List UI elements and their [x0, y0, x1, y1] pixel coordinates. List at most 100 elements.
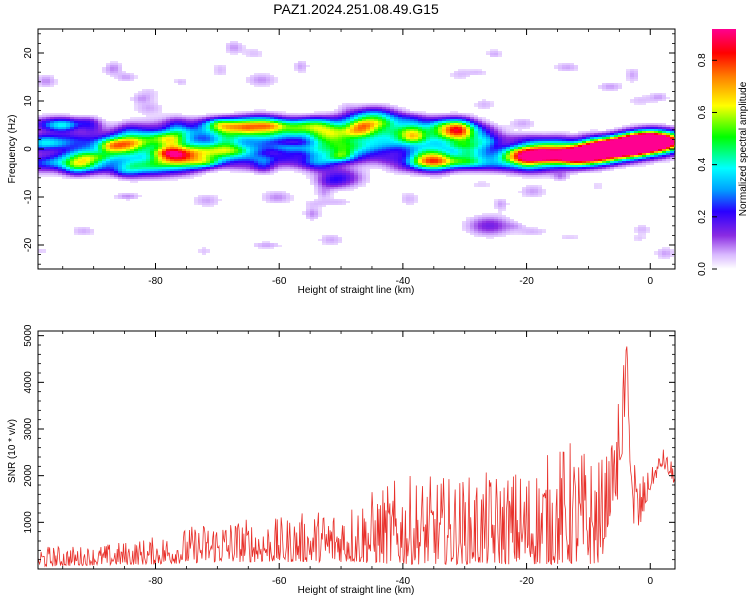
- heatmap-cell: [490, 55, 494, 57]
- heatmap-cell: [518, 147, 522, 149]
- heatmap-cell: [278, 127, 282, 129]
- heatmap-cell: [98, 159, 102, 161]
- heatmap-cell: [118, 63, 122, 65]
- heatmap-cell: [638, 129, 642, 131]
- heatmap-cell: [158, 151, 162, 153]
- heatmap-cell: [234, 125, 238, 127]
- heatmap-cell: [578, 149, 582, 151]
- heatmap-cell: [334, 171, 338, 173]
- heatmap-cell: [318, 147, 322, 149]
- heatmap-cell: [246, 141, 250, 143]
- heatmap-cell: [582, 131, 586, 133]
- heatmap-cell: [218, 115, 222, 117]
- heatmap-cell: [586, 135, 590, 137]
- heatmap-cell: [150, 121, 154, 123]
- heatmap-cell: [46, 141, 50, 143]
- heatmap-cell: [138, 161, 142, 163]
- heatmap-cell: [426, 155, 430, 157]
- heatmap-cell: [66, 165, 70, 167]
- heatmap-cell: [518, 127, 522, 129]
- heatmap-cell: [450, 135, 454, 137]
- heatmap-cell: [646, 127, 650, 129]
- heatmap-cell: [102, 169, 106, 171]
- heatmap-cell: [618, 139, 622, 141]
- heatmap-cell: [454, 75, 458, 77]
- heatmap-cell: [518, 131, 522, 133]
- heatmap-cell: [254, 133, 258, 135]
- heatmap-cell: [210, 149, 214, 151]
- heatmap-cell: [330, 127, 334, 129]
- heatmap-cell: [302, 163, 306, 165]
- heatmap-cell: [470, 161, 474, 163]
- heatmap-cell: [314, 147, 318, 149]
- heatmap-cell: [214, 113, 218, 115]
- heatmap-cell: [346, 111, 350, 113]
- heatmap-cell: [478, 107, 482, 109]
- heatmap-cell: [62, 143, 66, 145]
- heatmap-cell: [458, 149, 462, 151]
- heatmap-cell: [506, 169, 510, 171]
- heatmap-cell: [166, 145, 170, 147]
- heatmap-cell: [42, 143, 46, 145]
- heatmap-cell: [106, 121, 110, 123]
- heatmap-cell: [146, 93, 150, 95]
- heatmap-cell: [230, 139, 234, 141]
- heatmap-cell: [142, 141, 146, 143]
- heatmap-cell: [546, 145, 550, 147]
- heatmap-cell: [418, 159, 422, 161]
- heatmap-cell: [254, 145, 258, 147]
- heatmap-cell: [66, 151, 70, 153]
- heatmap-cell: [490, 53, 494, 55]
- heatmap-cell: [318, 115, 322, 117]
- heatmap-cell: [290, 145, 294, 147]
- heatmap-cell: [110, 131, 114, 133]
- heatmap-cell: [514, 127, 518, 129]
- heatmap-cell: [442, 149, 446, 151]
- heatmap-cell: [342, 141, 346, 143]
- heatmap-cell: [430, 137, 434, 139]
- heatmap-cell: [398, 141, 402, 143]
- heatmap-cell: [286, 157, 290, 159]
- heatmap-cell: [110, 139, 114, 141]
- heatmap-cell: [366, 173, 370, 175]
- heatmap-cell: [194, 173, 198, 175]
- heatmap-cell: [554, 153, 558, 155]
- heatmap-cell: [394, 143, 398, 145]
- heatmap-cell: [226, 47, 230, 49]
- heatmap-cell: [70, 115, 74, 117]
- heatmap-cell: [518, 161, 522, 163]
- heatmap-cell: [454, 145, 458, 147]
- heatmap-cell: [254, 171, 258, 173]
- heatmap-cell: [150, 149, 154, 151]
- heatmap-cell: [398, 115, 402, 117]
- heatmap-cell: [118, 145, 122, 147]
- heatmap-cell: [346, 135, 350, 137]
- heatmap-cell: [370, 121, 374, 123]
- heatmap-cell: [354, 151, 358, 153]
- heatmap-cell: [650, 125, 654, 127]
- heatmap-cell: [298, 161, 302, 163]
- heatmap-cell: [390, 123, 394, 125]
- heatmap-cell: [54, 143, 58, 145]
- heatmap-cell: [462, 115, 466, 117]
- heatmap-cell: [278, 147, 282, 149]
- heatmap-cell: [422, 127, 426, 129]
- heatmap-cell: [666, 143, 670, 145]
- heatmap-cell: [242, 125, 246, 127]
- heatmap-cell: [230, 135, 234, 137]
- heatmap-cell: [222, 169, 226, 171]
- heatmap-cell: [654, 93, 658, 95]
- heatmap-cell: [646, 99, 650, 101]
- heatmap-cell: [150, 153, 154, 155]
- heatmap-cell: [310, 153, 314, 155]
- heatmap-cell: [154, 143, 158, 145]
- heatmap-cell: [542, 165, 546, 167]
- heatmap-cell: [38, 85, 42, 87]
- heatmap-cell: [314, 141, 318, 143]
- heatmap-cell: [598, 145, 602, 147]
- heatmap-cell: [562, 69, 566, 71]
- heatmap-cell: [530, 125, 534, 127]
- heatmap-cell: [478, 135, 482, 137]
- heatmap-cell: [434, 119, 438, 121]
- heatmap-cell: [134, 161, 138, 163]
